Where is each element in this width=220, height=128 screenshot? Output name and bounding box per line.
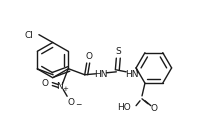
- Text: −: −: [75, 101, 81, 110]
- Text: HN: HN: [94, 70, 107, 79]
- Text: O: O: [42, 79, 49, 88]
- Text: HN: HN: [125, 70, 139, 79]
- Text: O: O: [150, 104, 157, 113]
- Text: O: O: [85, 52, 92, 61]
- Text: N: N: [56, 82, 63, 91]
- Text: S: S: [116, 47, 121, 56]
- Text: +: +: [62, 86, 68, 92]
- Text: Cl: Cl: [24, 31, 33, 40]
- Text: HO: HO: [117, 103, 131, 112]
- Text: O: O: [68, 98, 75, 107]
